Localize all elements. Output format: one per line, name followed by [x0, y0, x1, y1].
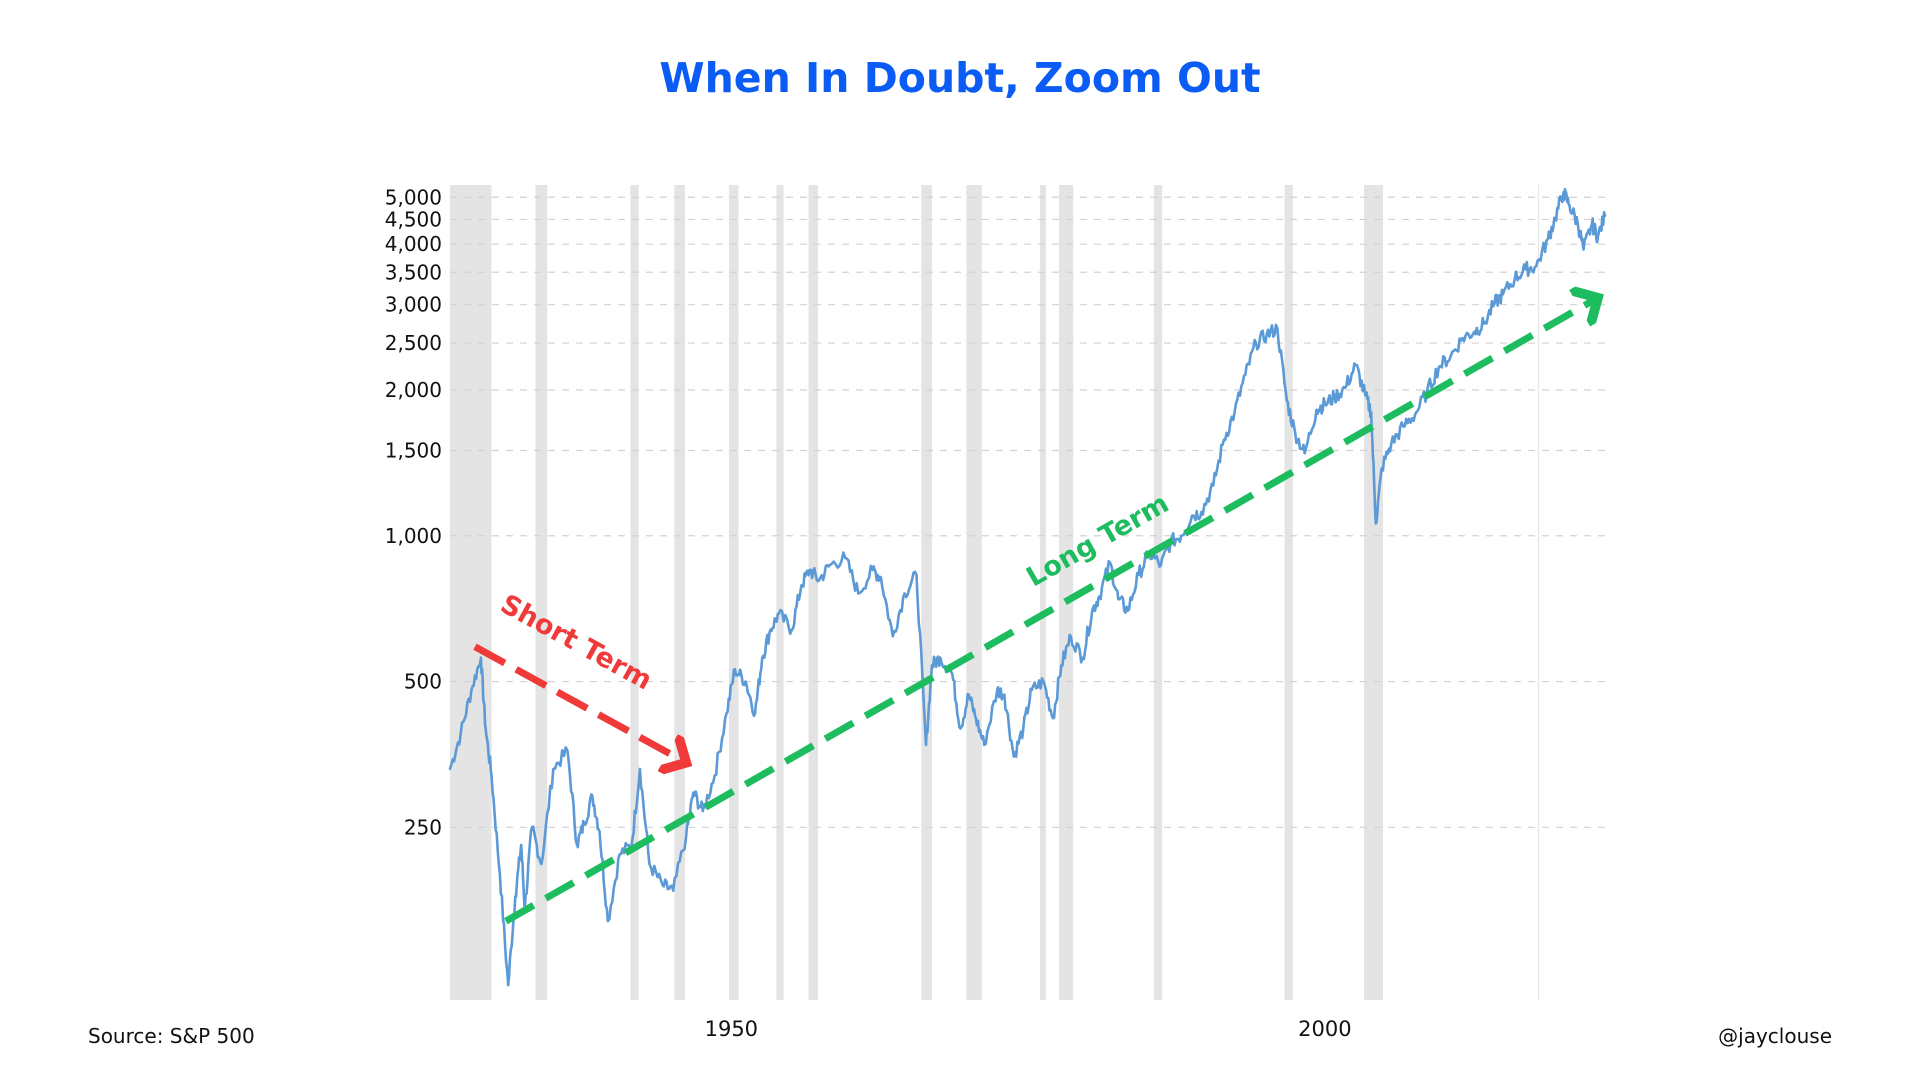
recession-band: [1153, 185, 1163, 1000]
x-tick-label: 2000: [1298, 1017, 1351, 1041]
recession-band: [1058, 185, 1074, 1000]
y-tick-label: 4,000: [385, 232, 442, 256]
x-axis-ticks: 1950 2000: [705, 1017, 1352, 1041]
recession-band: [1039, 185, 1046, 1000]
recession-band: [808, 185, 818, 1000]
y-axis-ticks: 250 500 1,000 1,500 2,000 2,500 3,000 3,500 4,00…: [385, 185, 442, 839]
y-tick-label: 3,500: [385, 260, 442, 284]
recession-band: [674, 185, 686, 1000]
series-line-sp500: [448, 187, 1607, 987]
y-tick-label: 1,000: [385, 524, 442, 548]
author-handle: @jayclouse: [1718, 1024, 1832, 1048]
recession-band: [1284, 185, 1293, 1000]
recession-bands: [450, 185, 1384, 1000]
y-tick-label: 5,000: [385, 185, 442, 209]
y-tick-label: 1,500: [385, 438, 442, 462]
y-tick-label: 250: [404, 815, 442, 839]
recession-band: [450, 185, 492, 1000]
recession-band: [966, 185, 982, 1000]
recession-band: [630, 185, 639, 1000]
recession-band: [535, 185, 548, 1000]
x-tick-label: 1950: [705, 1017, 758, 1041]
y-tick-label: 2,500: [385, 331, 442, 355]
gridlines: [450, 185, 1605, 1000]
source-note: Source: S&P 500: [88, 1024, 255, 1048]
recession-band: [921, 185, 932, 1000]
long-term-arrow: [504, 298, 1598, 925]
short-term-arrow: [473, 643, 686, 763]
y-tick-label: 3,000: [385, 293, 442, 317]
recession-band: [776, 185, 784, 1000]
y-tick-label: 500: [404, 670, 442, 694]
y-tick-label: 4,500: [385, 207, 442, 231]
recession-band: [1364, 185, 1384, 1000]
recession-band: [728, 185, 739, 1000]
y-tick-label: 2,000: [385, 378, 442, 402]
chart-title: When In Doubt, Zoom Out: [659, 54, 1260, 102]
